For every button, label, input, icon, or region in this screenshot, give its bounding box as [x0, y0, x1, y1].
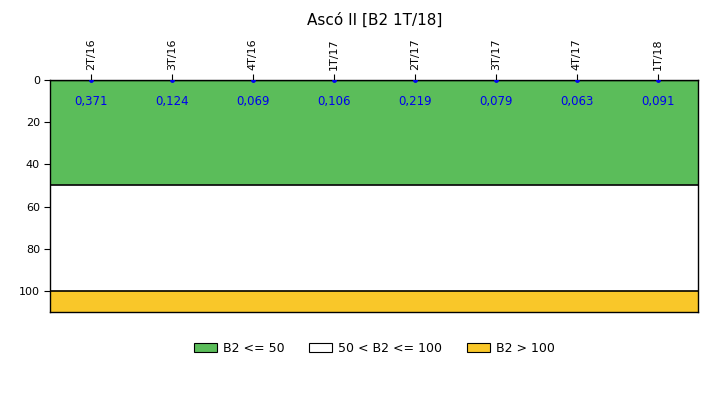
- Text: 0,106: 0,106: [317, 95, 351, 108]
- Text: 0,069: 0,069: [236, 95, 270, 108]
- Text: 0,219: 0,219: [398, 95, 432, 108]
- Text: 0,079: 0,079: [479, 95, 513, 108]
- Legend: B2 <= 50, 50 < B2 <= 100, B2 > 100: B2 <= 50, 50 < B2 <= 100, B2 > 100: [189, 337, 559, 360]
- Text: 0,124: 0,124: [155, 95, 189, 108]
- Text: 0,371: 0,371: [74, 95, 108, 108]
- Title: Ascó II [B2 1T/18]: Ascó II [B2 1T/18]: [307, 12, 442, 28]
- Text: 0,091: 0,091: [641, 95, 675, 108]
- Bar: [50, 80, 698, 186]
- Bar: [50, 186, 698, 291]
- Text: 0,063: 0,063: [560, 95, 593, 108]
- Bar: [50, 291, 698, 312]
